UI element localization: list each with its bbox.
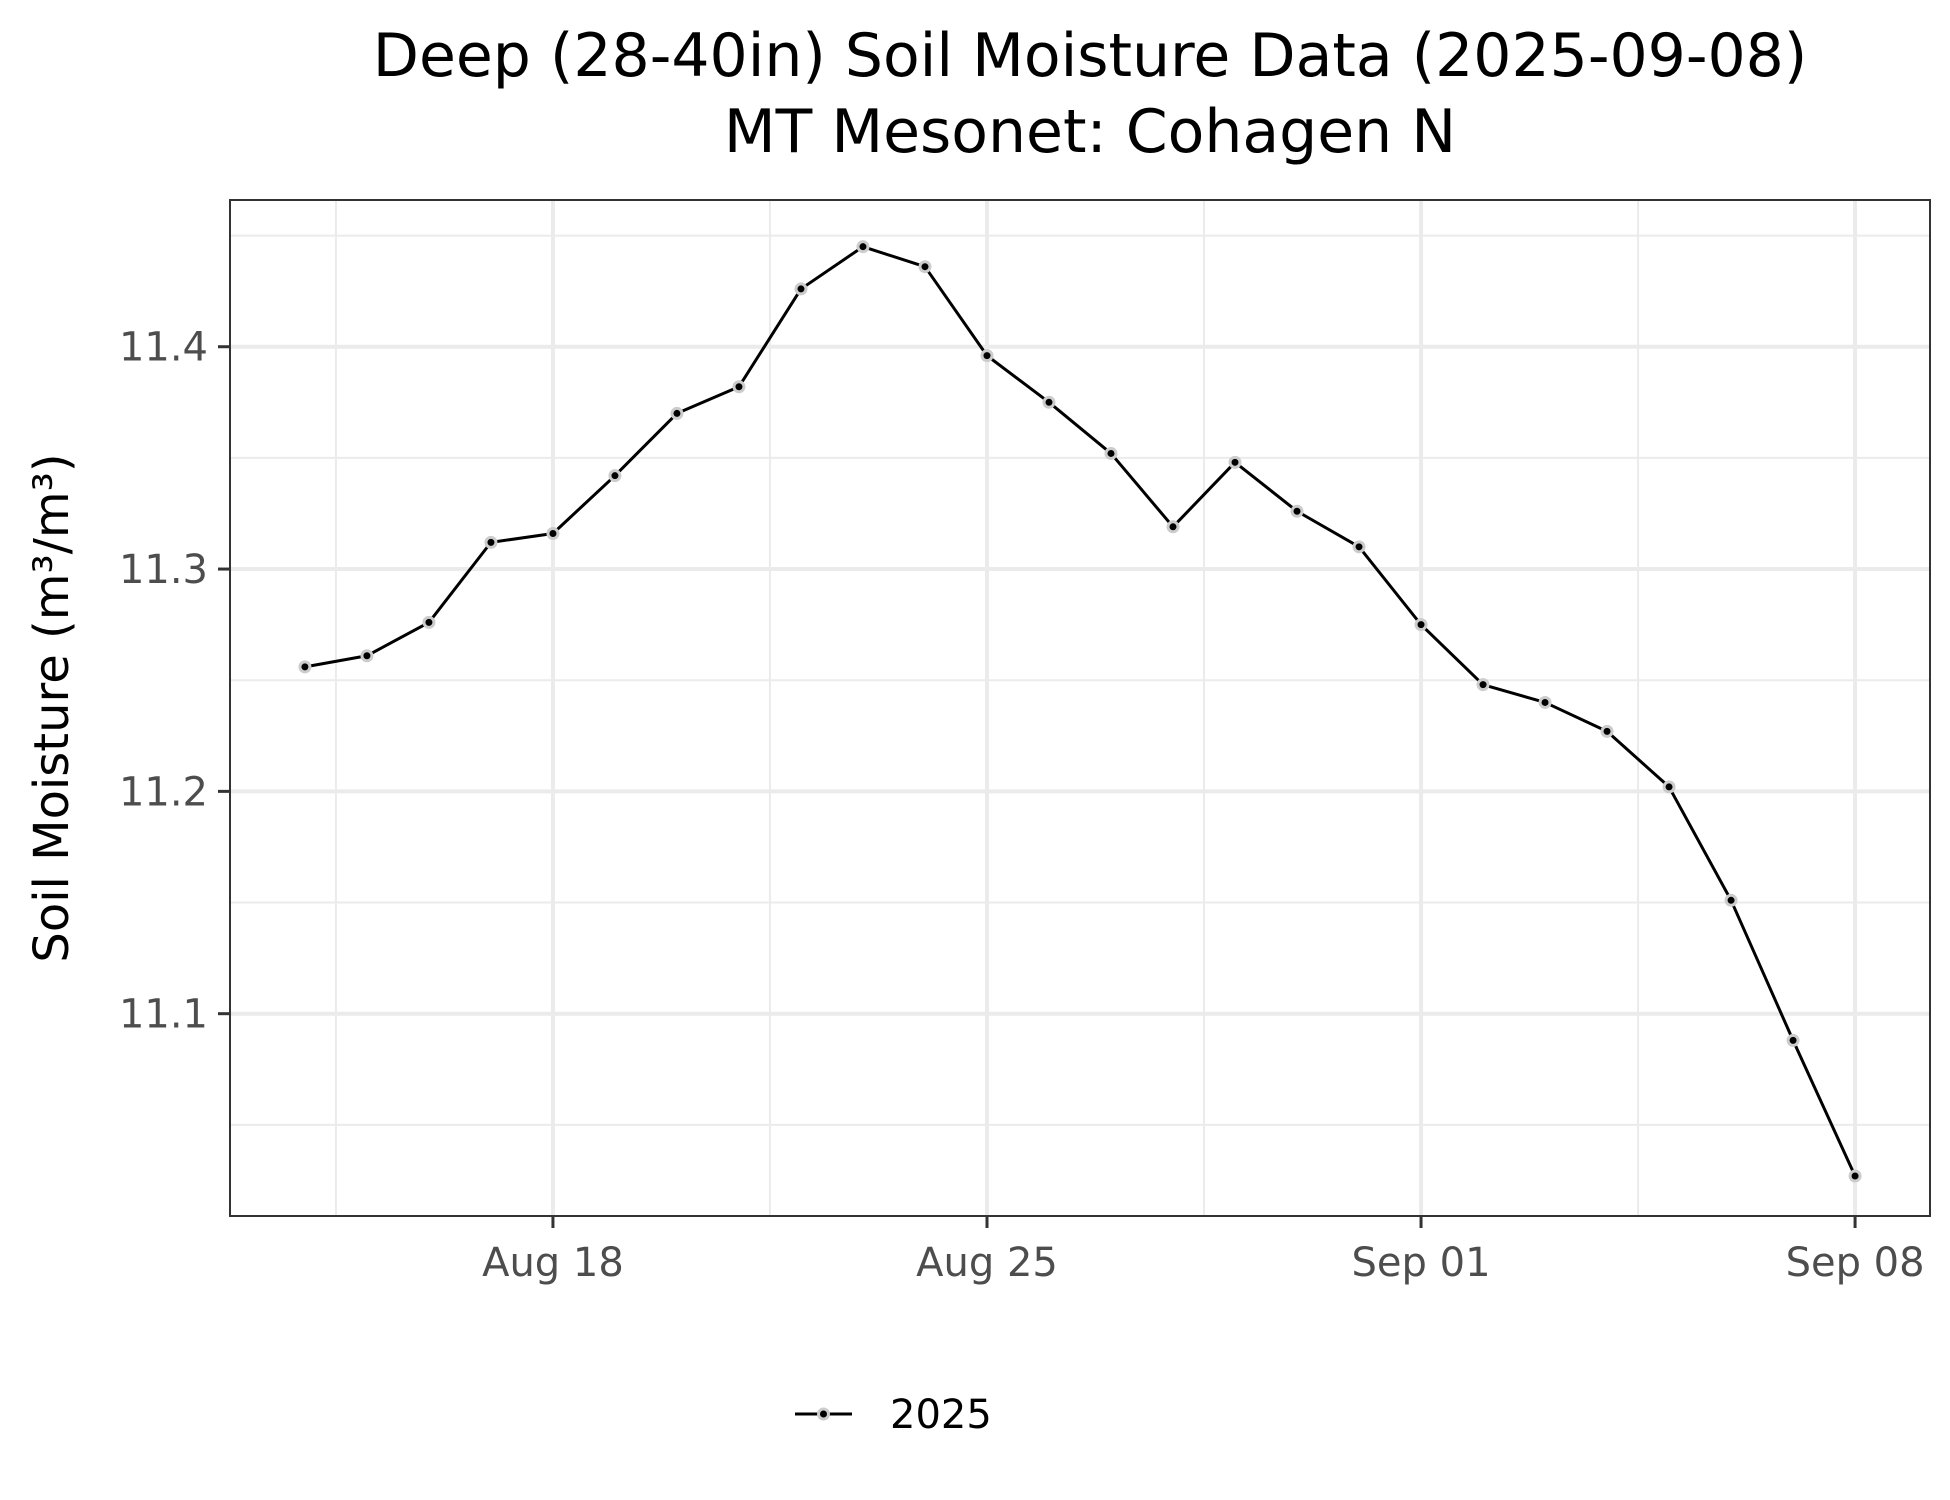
data-point [422,615,436,629]
legend-point-swatch [817,1407,830,1421]
plot-panel-border [229,199,1931,1217]
x-tick-label: Aug 18 [482,1240,624,1286]
data-point [1600,724,1614,738]
x-tick-label: Aug 25 [916,1240,1058,1286]
series-line [304,245,1857,1177]
data-point [1662,780,1676,794]
data-point [1414,618,1428,632]
x-tick-label: Sep 01 [1352,1240,1491,1286]
data-point [1476,678,1490,692]
data-point [918,260,932,274]
legend: 2025 [795,1392,992,1438]
data-point [1166,520,1180,534]
data-point [1538,695,1552,709]
legend-label: 2025 [890,1392,992,1438]
x-axis: Aug 18 Aug 25 Sep 01 Sep 08 [482,1216,1925,1286]
data-point [794,282,808,296]
chart-title: Deep (28-40in) Soil Moisture Data (2025-… [372,21,1808,91]
data-point [484,535,498,549]
chart-subtitle: MT Mesonet: Cohagen N [723,97,1457,167]
data-point [980,349,994,363]
chart-title-block: Deep (28-40in) Soil Moisture Data (2025-… [0,18,1950,170]
minor-gridlines [230,200,1930,1216]
y-axis-title: Soil Moisture (m³/m³) [24,453,80,962]
y-axis: 11.1 11.2 11.3 11.4 [119,325,230,1038]
data-point [1042,395,1056,409]
data-point [608,469,622,483]
y-tick-label: 11.1 [119,992,208,1038]
data-point [856,240,870,254]
major-gridlines [230,200,1930,1216]
series-layer [298,240,1862,1183]
y-tick-label: 11.3 [119,547,208,593]
data-point [732,380,746,394]
y-tick-label: 11.4 [119,325,208,371]
data-point [298,660,312,674]
data-point [1290,504,1304,518]
data-point [546,526,560,540]
data-point [360,649,374,663]
data-point [1786,1033,1800,1047]
data-point [670,406,684,420]
data-point [1104,446,1118,460]
data-point [1724,893,1738,907]
data-point [1352,540,1366,554]
y-tick-label: 11.2 [119,769,208,815]
data-point [1848,1169,1862,1183]
x-tick-label: Sep 08 [1786,1240,1925,1286]
data-point [1228,455,1242,469]
